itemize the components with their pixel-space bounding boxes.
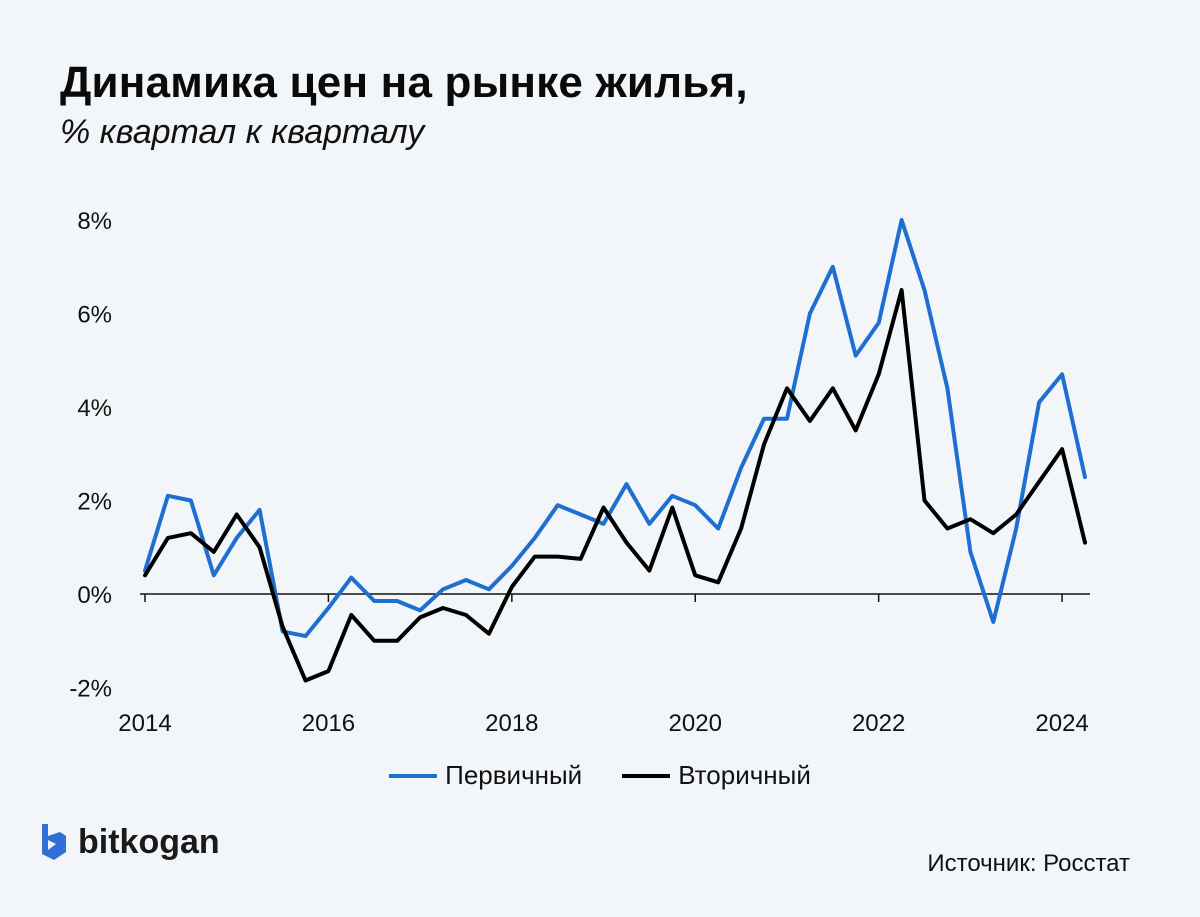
series-line-primary bbox=[143, 218, 1087, 639]
x-tick-label: 2016 bbox=[302, 710, 355, 737]
legend-item-secondary: Вторичный bbox=[622, 760, 811, 791]
legend-label-secondary: Вторичный bbox=[678, 760, 811, 790]
x-tick-label: 2018 bbox=[485, 710, 538, 737]
legend: Первичный Вторичный bbox=[0, 760, 1200, 791]
y-tick-label: 6% bbox=[77, 302, 112, 329]
y-tick-label: 2% bbox=[77, 489, 112, 516]
x-tick-label: 2024 bbox=[1035, 710, 1088, 737]
legend-swatch-primary bbox=[389, 773, 438, 778]
series-lines bbox=[143, 218, 1087, 683]
y-axis-labels: -2% 0% 2% 4% 6% 8% bbox=[69, 208, 112, 703]
series-line-secondary bbox=[143, 288, 1087, 683]
legend-swatch-secondary bbox=[622, 773, 671, 778]
x-axis-labels: 2014 2016 2018 2020 2022 2024 bbox=[118, 710, 1088, 737]
y-tick-label: 0% bbox=[77, 582, 112, 609]
y-tick-label: 4% bbox=[77, 395, 112, 422]
chart-subtitle: % квартал к кварталу bbox=[60, 113, 425, 151]
y-tick-label: 8% bbox=[77, 208, 112, 235]
x-tick-label: 2014 bbox=[118, 710, 171, 737]
legend-label-primary: Первичный bbox=[445, 760, 583, 790]
brand-name: bitkogan bbox=[78, 822, 220, 861]
brand-logo: bitkogan bbox=[38, 822, 220, 862]
y-tick-label: -2% bbox=[69, 676, 112, 703]
chart-title: Динамика цен на рынке жилья, bbox=[60, 58, 748, 107]
legend-item-primary: Первичный bbox=[389, 760, 582, 791]
x-tick-label: 2020 bbox=[669, 710, 722, 737]
source-note: Источник: Росстат bbox=[927, 850, 1130, 877]
x-tick-label: 2022 bbox=[852, 710, 905, 737]
bitkogan-logo-icon bbox=[42, 824, 66, 860]
x-axis bbox=[140, 593, 1090, 602]
